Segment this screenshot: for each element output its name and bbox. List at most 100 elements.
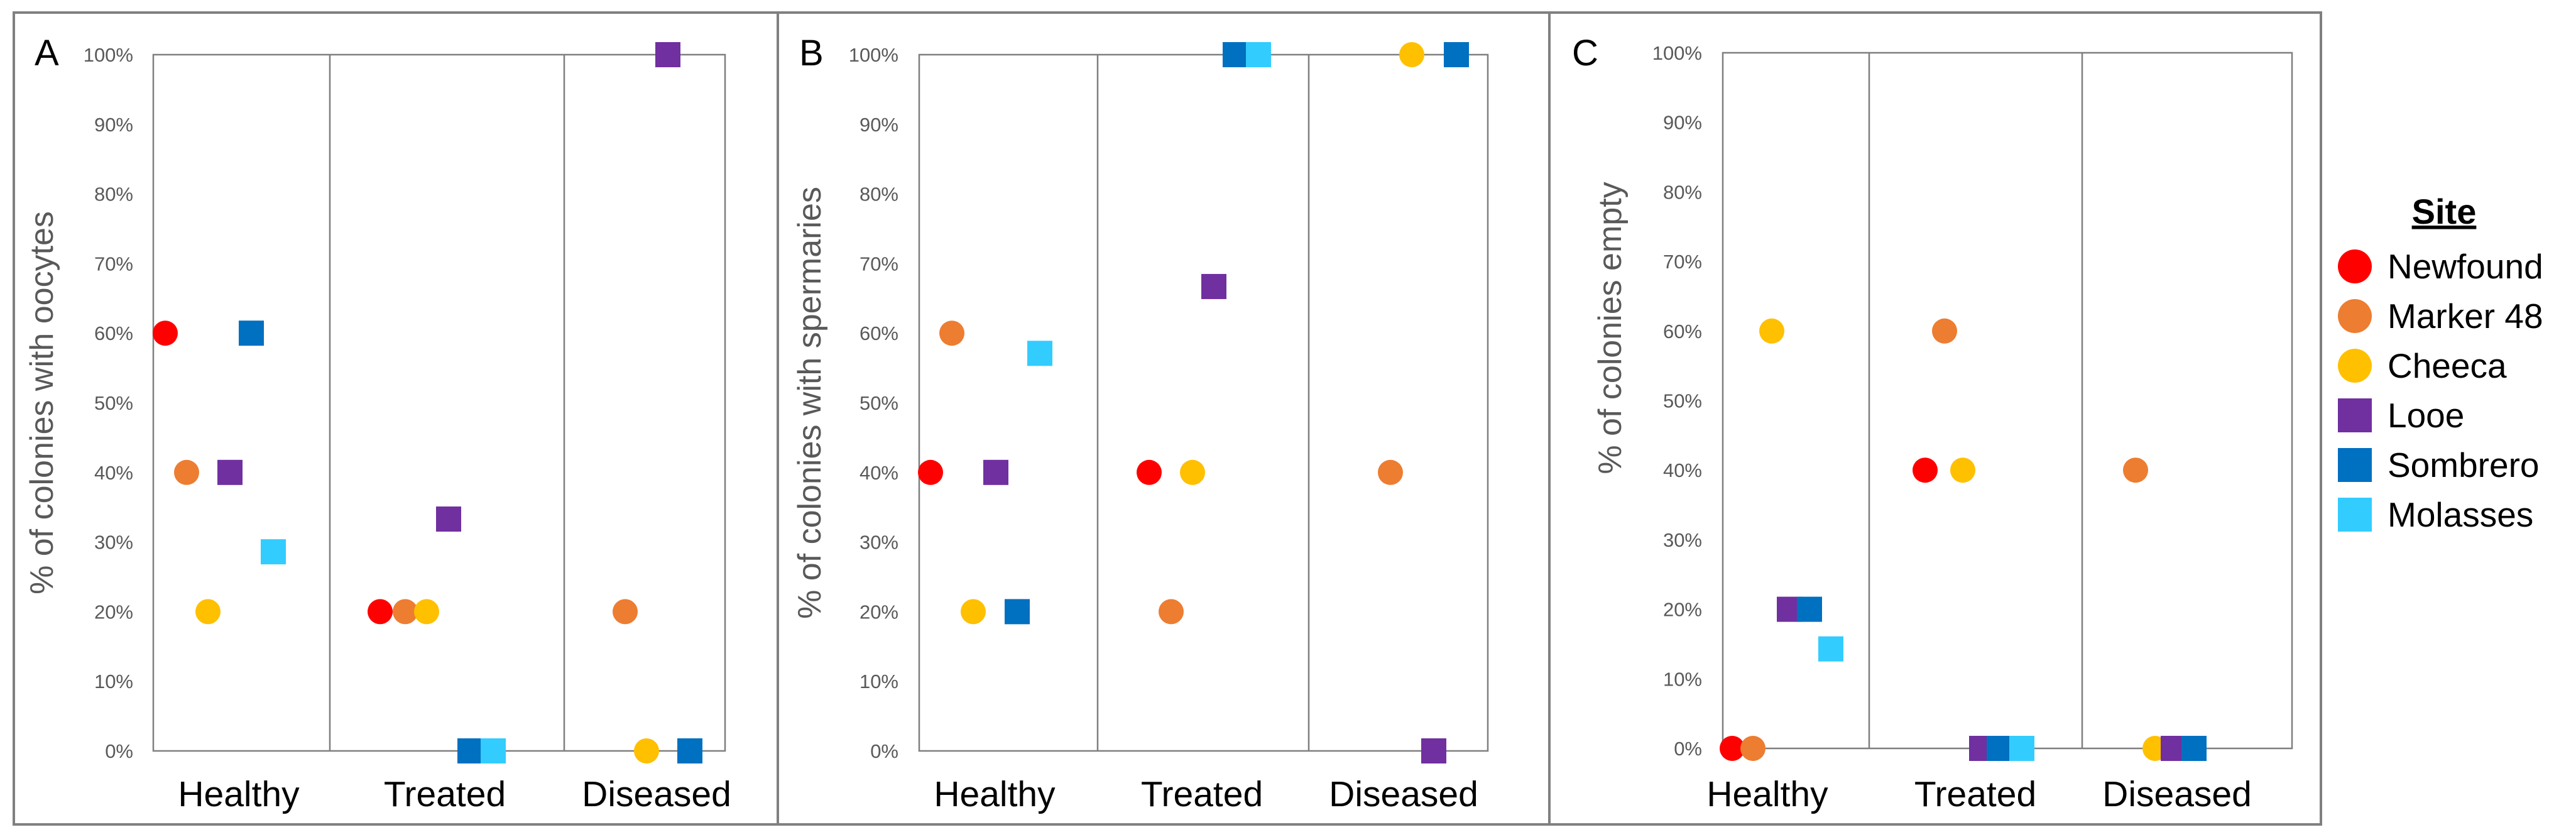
panel-b-category-label: Diseased — [1329, 774, 1478, 814]
panel-a-category-label: Treated — [384, 774, 506, 814]
panel-c-point-molasses-treated — [2009, 736, 2034, 761]
panel-c-y-tick-label: 50% — [1663, 390, 1702, 412]
panel-b-point-looe-healthy — [983, 459, 1008, 485]
panel-a-point-molasses-treated — [481, 738, 506, 763]
panel-b-y-tick-label: 100% — [849, 44, 898, 66]
panel-a-y-axis-label: % of colonies with oocytes — [24, 211, 60, 594]
panel-c-point-sombrero-treated — [1987, 736, 2012, 761]
panel-c-category-label: Treated — [1914, 774, 2036, 814]
panel-c-category-label: Diseased — [2102, 774, 2252, 814]
panel-c-frame — [1548, 11, 2322, 826]
panel-b-point-molasses-healthy — [1027, 341, 1052, 366]
panel-a-y-tick-label: 70% — [94, 253, 133, 275]
panel-b-point-sombrero-diseased — [1444, 42, 1469, 67]
panel-b-point-marker-48-treated — [1159, 599, 1184, 625]
panel-a-point-newfound-treated — [368, 599, 393, 625]
legend-marker-cheeca — [2338, 349, 2372, 383]
panel-a-point-looe-healthy — [217, 459, 243, 485]
legend-marker-newfound — [2338, 249, 2372, 283]
legend: Newfound Marker 48 Cheeca Looe Sombrero Molas… — [2338, 247, 2543, 534]
panel-a-y-tick-label: 100% — [84, 44, 133, 66]
legend-marker-marker-48 — [2338, 299, 2372, 333]
panel-a-point-newfound-healthy — [153, 320, 178, 346]
panel-c-point-marker-48-diseased — [2123, 457, 2148, 483]
panel-c-label: C — [1572, 33, 1598, 74]
panel-b-y-tick-label: 70% — [860, 253, 898, 275]
panel-a-y-tick-label: 80% — [94, 183, 133, 205]
panel-b-point-cheeca-treated — [1180, 459, 1205, 485]
panel-a-point-cheeca-healthy — [195, 599, 221, 625]
panel-b-point-cheeca-healthy — [961, 599, 986, 625]
panel-b-point-newfound-healthy — [918, 459, 943, 485]
panel-a-point-marker-48-treated — [393, 599, 418, 625]
panel-a-plot-area — [152, 53, 726, 752]
data-markers — [153, 42, 2207, 763]
panel-c-point-cheeca-healthy — [1759, 318, 1784, 344]
panel-c-y-tick-label: 40% — [1663, 459, 1702, 481]
panel-c-plot-area — [1722, 52, 2293, 750]
panel-b-y-tick-label: 30% — [860, 532, 898, 554]
legend-label-marker-48: Marker 48 — [2388, 297, 2543, 336]
legend-label-sombrero: Sombrero — [2388, 446, 2539, 484]
panel-b-plot-area — [918, 53, 1489, 752]
panel-a-category-label: Healthy — [178, 774, 300, 814]
panel-a-point-sombrero-diseased — [677, 738, 702, 763]
panel-c-y-tick-label: 20% — [1663, 599, 1702, 621]
legend-label-molasses: Molasses — [2388, 495, 2533, 534]
panel-a-category-label: Diseased — [582, 774, 731, 814]
panel-c-y-tick-label: 10% — [1663, 668, 1702, 690]
panel-a-point-looe-diseased — [655, 42, 680, 67]
panel-c-point-newfound-healthy — [1720, 736, 1745, 761]
panel-b-point-sombrero-treated — [1223, 42, 1248, 67]
panel-b-y-tick-label: 10% — [860, 670, 898, 692]
panel-c-point-sombrero-healthy — [1797, 596, 1822, 622]
panel-b-y-tick-label: 90% — [860, 114, 898, 136]
panel-b-point-looe-treated — [1201, 273, 1226, 299]
panel-b-point-cheeca-diseased — [1399, 42, 1424, 67]
panel-a-y-tick-label: 40% — [94, 462, 133, 484]
panel-c-y-tick-label: 80% — [1663, 181, 1702, 203]
panel-c-point-marker-48-treated — [1932, 318, 1957, 344]
panel-c-y-axis-label: % of colonies empty — [1592, 182, 1629, 474]
panel-b-y-tick-label: 0% — [870, 740, 898, 762]
panel-c-y-tick-label: 90% — [1663, 112, 1702, 134]
panel-c-y-tick-label: 30% — [1663, 529, 1702, 551]
panel-b-point-newfound-treated — [1137, 459, 1162, 485]
panel-c-y-tick-label: 0% — [1674, 738, 1702, 760]
panel-a-point-marker-48-diseased — [613, 599, 638, 625]
panel-b-y-axis-label: % of colonies with spermaries — [792, 187, 828, 619]
panel-a-y-tick-label: 10% — [94, 670, 133, 692]
panel-a-point-molasses-healthy — [261, 539, 286, 565]
legend-label-newfound: Newfound — [2388, 247, 2543, 286]
panel-a-y-tick-label: 20% — [94, 601, 133, 623]
panel-a-y-tick-label: 60% — [94, 322, 133, 344]
panel-a-point-cheeca-treated — [414, 599, 439, 625]
panel-c-point-marker-48-healthy — [1740, 736, 1766, 761]
panel-c-point-cheeca-treated — [1950, 457, 1975, 483]
panel-b-label: B — [799, 33, 824, 74]
panel-a-y-tick-label: 50% — [94, 392, 133, 414]
panel-c-point-sombrero-diseased — [2181, 736, 2207, 761]
panel-a-y-tick-label: 0% — [105, 740, 133, 762]
legend-label-cheeca: Cheeca — [2388, 346, 2507, 385]
panel-a-y-tick-label: 90% — [94, 114, 133, 136]
panel-b-y-tick-label: 20% — [860, 601, 898, 623]
panel-a-point-marker-48-healthy — [174, 459, 199, 485]
panel-a-point-cheeca-diseased — [634, 738, 659, 763]
panel-a-point-sombrero-treated — [457, 738, 483, 763]
legend-title: Site — [2412, 192, 2477, 231]
panel-a-point-looe-treated — [436, 506, 461, 532]
panel-b-point-sombrero-healthy — [1005, 599, 1030, 625]
legend-marker-sombrero — [2338, 448, 2372, 482]
y-tick-labels: 0% 10% 20% 30% 40% 50% 60% 70% 80% 90% 100% 0% 10% 20… — [84, 42, 1702, 762]
panel-a-y-tick-label: 30% — [94, 532, 133, 554]
panel-b-point-marker-48-diseased — [1378, 459, 1403, 485]
panel-b-category-label: Healthy — [934, 774, 1056, 814]
panel-c-y-tick-label: 60% — [1663, 320, 1702, 342]
panel-c-point-molasses-healthy — [1818, 636, 1843, 662]
panel-b-y-tick-label: 80% — [860, 183, 898, 205]
panel-b-y-tick-label: 60% — [860, 322, 898, 344]
panel-a-point-sombrero-healthy — [239, 320, 264, 346]
panel-b-point-molasses-treated — [1246, 42, 1271, 67]
